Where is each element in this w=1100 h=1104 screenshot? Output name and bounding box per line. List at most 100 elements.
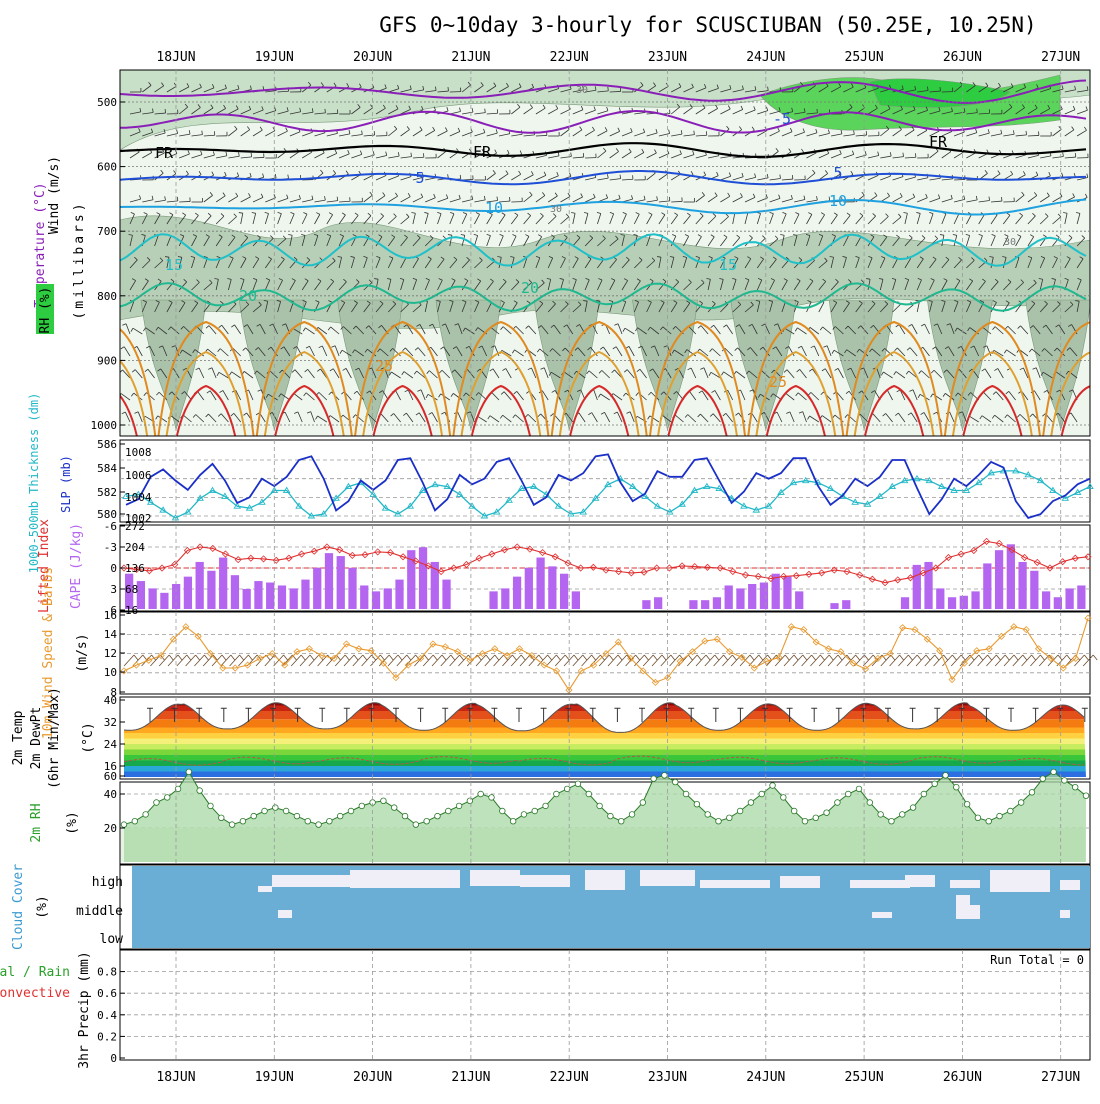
rh-point	[899, 812, 905, 818]
rh-point	[294, 813, 300, 819]
wind-barb-10m-flag	[926, 655, 930, 660]
wind-barb-10m	[890, 655, 900, 666]
wind-barb-10m	[828, 655, 838, 666]
wind-barb-10m	[784, 655, 794, 666]
rh-point	[672, 779, 678, 785]
wind-barb-10m	[423, 655, 433, 666]
precip-axis-tick: 0.4	[97, 1009, 117, 1022]
rh-point	[197, 788, 203, 794]
temp-axis-tick: 40	[104, 694, 117, 707]
wind-barb-10m	[546, 655, 556, 666]
cape-bar	[384, 588, 392, 609]
wind-barb-10m	[1004, 655, 1014, 666]
rh-point	[683, 791, 689, 797]
cape-bar	[572, 591, 580, 609]
precip-axis-tick: 0.6	[97, 987, 117, 1000]
temp-band	[121, 750, 1089, 756]
rh-point	[164, 795, 170, 801]
precip-axis-tick: 0.2	[97, 1030, 117, 1043]
contour-label: 25	[769, 373, 787, 391]
li-axis-tick: -3	[104, 541, 117, 554]
contour-label: 25	[375, 357, 393, 375]
cape-bar	[995, 550, 1003, 609]
cape-bar	[960, 596, 968, 609]
cloud-level-low: low	[100, 932, 124, 947]
rh-point	[186, 769, 192, 775]
wind-barb-10m-flag	[583, 655, 587, 660]
thickness-axis-tick: 582	[97, 486, 117, 499]
date-label-top: 24JUN	[746, 50, 785, 65]
wind-barb-10m	[388, 655, 398, 666]
wind-barb-10m	[608, 655, 618, 666]
cape-bar	[207, 571, 215, 609]
wind-barb-10m-flag	[952, 655, 956, 660]
wind-barb-10m	[1013, 655, 1023, 666]
temp-unit: (°C)	[81, 722, 96, 753]
cape-bar	[1065, 588, 1073, 609]
rh-point	[424, 818, 430, 824]
rh-point	[489, 795, 495, 801]
wind-barb-10m	[124, 655, 134, 666]
clear-sky-middle	[1060, 910, 1070, 918]
rh-point	[305, 818, 311, 824]
temp-band	[121, 719, 1089, 727]
wind-barb-10m-flag	[424, 655, 428, 660]
rh-point	[132, 818, 138, 824]
cape-axis-tick: 68	[125, 583, 138, 596]
pressure-tick: 600	[97, 161, 117, 174]
wind-speed-line	[124, 618, 1088, 690]
wind-barb-10m-flag	[565, 655, 569, 660]
date-label-bottom: 23JUN	[648, 1070, 687, 1085]
contour-label: 10	[485, 199, 503, 217]
cape-bar	[971, 591, 979, 609]
wind-barb-10m-flag	[574, 655, 578, 660]
rh-point	[218, 815, 224, 821]
wind-barb-10m	[159, 655, 169, 666]
rh-2m-label: 2m RH	[29, 803, 44, 842]
wind-barb-10m	[441, 655, 451, 666]
clear-sky-high	[990, 870, 1050, 892]
slp-axis-tick: 1008	[125, 446, 152, 459]
upper-wind-label: Wind (m/s)	[47, 156, 62, 234]
rh-axis-tick: 20	[104, 822, 117, 835]
precip-axis-tick: 0	[110, 1052, 117, 1065]
rh-point	[348, 808, 354, 814]
rh-point	[478, 791, 484, 797]
wind-barb-10m	[432, 655, 442, 666]
wind-barb-flag	[669, 197, 670, 201]
thickness-axis-tick: 584	[97, 462, 117, 475]
wind-barb-10m	[168, 655, 178, 666]
cape-bar	[313, 568, 321, 609]
wind-barb-10m	[335, 655, 345, 666]
wind-barb-10m	[573, 655, 583, 666]
rh-point	[802, 818, 808, 824]
clear-sky-high	[640, 870, 695, 886]
rh-point	[554, 791, 560, 797]
rh-point	[770, 783, 776, 789]
rh-point	[975, 815, 981, 821]
wind-barb-flag	[325, 109, 326, 113]
cape-bar	[337, 556, 345, 609]
rh-point	[229, 822, 235, 828]
wind-barb-10m-flag	[671, 655, 675, 660]
wind-barb-10m-flag	[345, 655, 349, 660]
cape-label: CAPE (J/kg)	[69, 523, 84, 609]
wind-axis-tick: 16	[104, 609, 117, 622]
clear-sky-high	[258, 886, 272, 892]
cape-bar	[489, 591, 497, 609]
cape-bar	[560, 574, 568, 609]
clear-sky-middle	[872, 912, 892, 918]
rh-axis-tick: 40	[104, 788, 117, 801]
wind-barb-10m-flag	[134, 655, 138, 660]
rh-point	[381, 798, 387, 804]
cape-bar	[219, 558, 227, 609]
rh-point	[824, 810, 830, 816]
wind-barb-10m	[810, 655, 820, 666]
rh-point	[273, 805, 279, 811]
wind-barb-10m-flag	[803, 655, 807, 660]
rh-point	[154, 800, 160, 806]
wind-barb-10m-flag	[944, 655, 948, 660]
